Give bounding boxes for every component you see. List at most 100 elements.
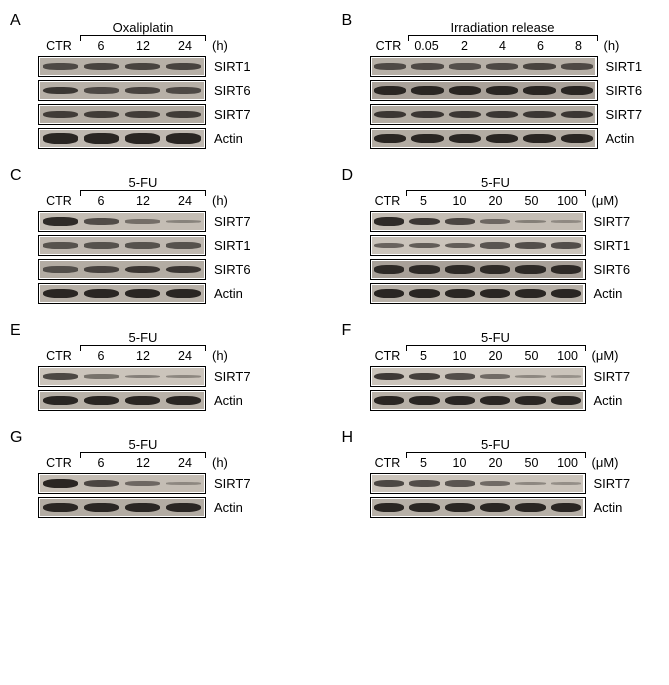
lane: [122, 58, 163, 75]
band: [374, 265, 404, 274]
lane: [407, 392, 442, 409]
band: [449, 63, 481, 69]
column-header: CTR: [38, 39, 80, 53]
blot-label: SIRT7: [594, 214, 631, 229]
lane: [477, 285, 512, 302]
column-header: 100: [550, 194, 586, 208]
panel-letter: B: [342, 12, 353, 30]
band: [486, 63, 518, 70]
column-header: 100: [550, 456, 586, 470]
band: [125, 289, 160, 299]
panel-h: H5-FUCTR5102050100(μM)SIRT7Actin: [344, 435, 658, 518]
band: [551, 503, 581, 513]
band: [515, 242, 545, 249]
panel-a: AOxaliplatinCTR61224(h)SIRT1SIRT6SIRT7Ac…: [12, 18, 326, 149]
lane: [558, 130, 595, 147]
lane: [372, 237, 407, 254]
lane: [442, 285, 477, 302]
lane: [477, 237, 512, 254]
panel-inner: 5-FUCTR61224(h)SIRT7Actin: [12, 435, 326, 518]
column-header: 10: [442, 194, 478, 208]
band: [480, 374, 510, 379]
lane: [409, 82, 446, 99]
lane: [477, 368, 512, 385]
band: [515, 375, 545, 378]
treatment-label: 5-FU: [80, 175, 206, 190]
band: [449, 134, 481, 144]
lane: [477, 392, 512, 409]
panel-f: F5-FUCTR5102050100(μM)SIRT7Actin: [344, 328, 658, 411]
blot-row: Actin: [370, 497, 658, 518]
blot-label: Actin: [606, 131, 635, 146]
blot-frame: [38, 473, 206, 494]
lane: [513, 261, 548, 278]
lane: [40, 106, 81, 123]
panel-letter: F: [342, 322, 352, 340]
blot-frame: [370, 211, 586, 232]
unit-label: (μM): [592, 455, 619, 470]
band: [445, 373, 475, 380]
unit-label: (μM): [592, 348, 619, 363]
column-header: 6: [80, 349, 122, 363]
band: [480, 481, 510, 486]
blot-frame: [38, 80, 206, 101]
treatment-bracket: [406, 452, 586, 453]
lane: [81, 261, 122, 278]
blot-frame: [370, 128, 598, 149]
lane: [477, 499, 512, 516]
band: [43, 87, 78, 95]
column-header: CTR: [38, 456, 80, 470]
band: [551, 396, 581, 406]
band: [551, 289, 581, 299]
band: [43, 111, 78, 118]
lane: [81, 368, 122, 385]
treatment-header: 5-FU: [370, 175, 586, 191]
column-header: CTR: [38, 194, 80, 208]
lane: [558, 58, 595, 75]
column-header: 20: [478, 456, 514, 470]
blot-label: Actin: [214, 131, 243, 146]
lane: [40, 237, 81, 254]
lane: [122, 237, 163, 254]
blot-frame: [370, 390, 586, 411]
panel-letter: C: [10, 167, 22, 185]
column-header: CTR: [370, 456, 406, 470]
band: [166, 503, 201, 513]
blot-row: SIRT7: [370, 366, 658, 387]
blot-label: Actin: [594, 500, 623, 515]
band: [374, 243, 404, 248]
band: [515, 265, 545, 274]
panel-c: C5-FUCTR61224(h)SIRT7SIRT1SIRT6Actin: [12, 173, 326, 304]
band: [43, 289, 78, 299]
panel-inner: 5-FUCTR61224(h)SIRT7Actin: [12, 328, 326, 411]
lane: [122, 368, 163, 385]
column-header: 50: [514, 349, 550, 363]
band: [166, 133, 201, 143]
blot-row: SIRT7: [370, 211, 658, 232]
band: [125, 375, 160, 378]
lane: [513, 368, 548, 385]
blot-label: SIRT7: [214, 369, 251, 384]
lane: [407, 368, 442, 385]
lane: [407, 475, 442, 492]
band: [561, 111, 593, 119]
band: [551, 265, 581, 274]
column-header: 20: [478, 194, 514, 208]
column-header: CTR: [370, 349, 406, 363]
band: [486, 111, 518, 119]
lane: [477, 213, 512, 230]
band: [374, 134, 406, 144]
panel-letter: G: [10, 429, 22, 447]
column-header: 50: [514, 456, 550, 470]
lane: [163, 368, 204, 385]
lane: [548, 499, 583, 516]
lane: [163, 106, 204, 123]
unit-label: (h): [604, 38, 620, 53]
lane: [81, 475, 122, 492]
band: [374, 217, 404, 226]
lane: [372, 213, 407, 230]
band: [43, 217, 78, 226]
treatment-header: 5-FU: [370, 330, 586, 346]
lane: [372, 475, 407, 492]
lane: [40, 82, 81, 99]
